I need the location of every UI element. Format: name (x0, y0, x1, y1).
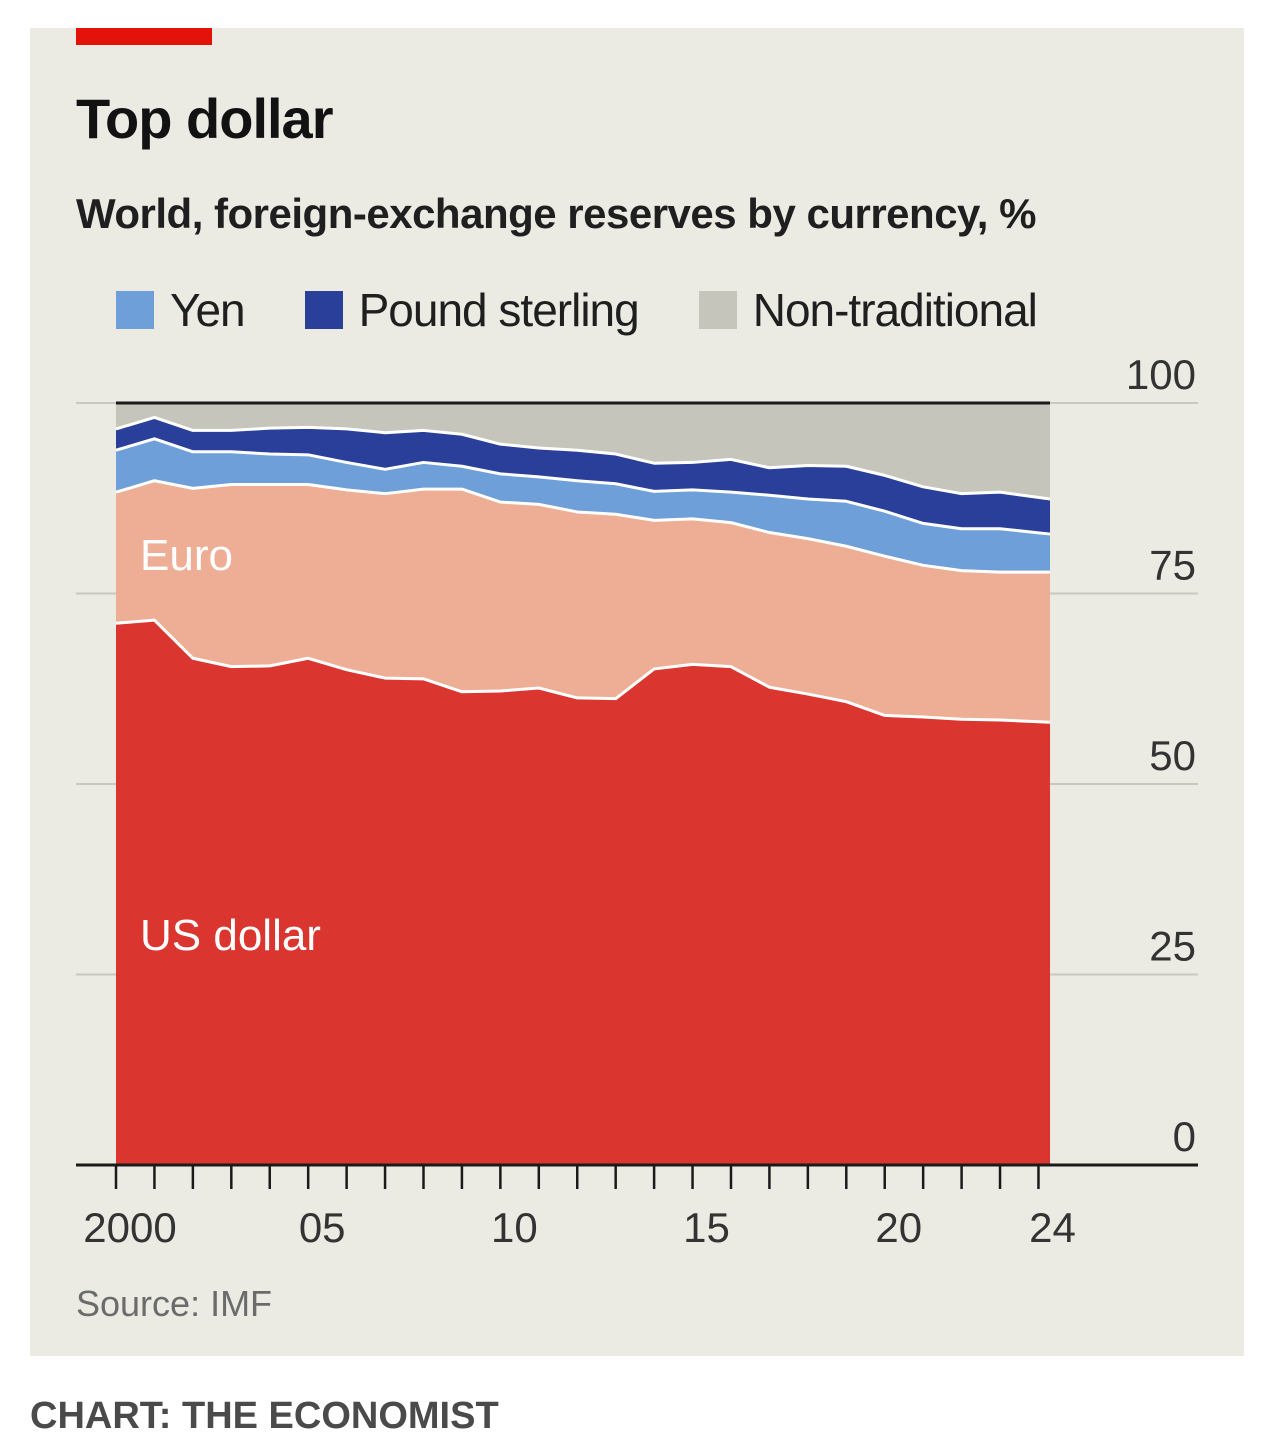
legend-swatch-pound-sterling (304, 291, 343, 329)
boundary-yen (115, 437, 1051, 536)
y-tick-label-50: 50 (1149, 732, 1196, 779)
y-tick-label-25: 25 (1149, 923, 1196, 970)
legend-label-pound-sterling: Pound sterling (358, 284, 640, 336)
legend-label-non-traditional: Non-traditional (752, 284, 1038, 336)
boundary-us-dollar (115, 618, 1051, 724)
y-tick-label-100: 100 (1126, 351, 1196, 398)
y-tick-label-0: 0 (1173, 1113, 1196, 1160)
y-tick-label-75: 75 (1149, 542, 1196, 589)
boundary-pound-sterling (115, 415, 1051, 501)
annotation-euro: Euro (140, 531, 233, 580)
annotation-us-dollar: US dollar (140, 911, 321, 960)
area-non-traditional (116, 403, 1050, 500)
area-pound-sterling (116, 417, 1050, 535)
chart-subtitle: World, foreign-exchange reserves by curr… (76, 190, 1036, 237)
boundary-euro (115, 479, 1050, 574)
legend-swatch-non-traditional (698, 291, 737, 329)
legend-label-yen: Yen (170, 284, 246, 336)
area-us-dollar (116, 620, 1050, 1165)
x-tick-label-2000: 2000 (83, 1204, 176, 1251)
chart-credit: CHART: THE ECONOMIST (30, 1395, 499, 1437)
source-note: Source: IMF (76, 1283, 273, 1324)
x-tick-label-10: 10 (491, 1204, 538, 1251)
legend-item-yen: Yen (116, 283, 246, 337)
x-tick-label-15: 15 (683, 1204, 730, 1251)
chart-legend: Yen Pound sterling Non-traditional (116, 284, 1097, 336)
legend-item-non-traditional: Non-traditional (698, 283, 1038, 337)
chart-title: Top dollar (76, 87, 333, 150)
x-tick-label-24: 24 (1029, 1204, 1076, 1251)
x-tick-label-20: 20 (875, 1204, 922, 1251)
brand-accent-bar (76, 28, 212, 45)
legend-item-pound-sterling: Pound sterling (304, 283, 640, 337)
legend-swatch-yen (116, 291, 154, 329)
x-tick-label-05: 05 (299, 1204, 346, 1251)
